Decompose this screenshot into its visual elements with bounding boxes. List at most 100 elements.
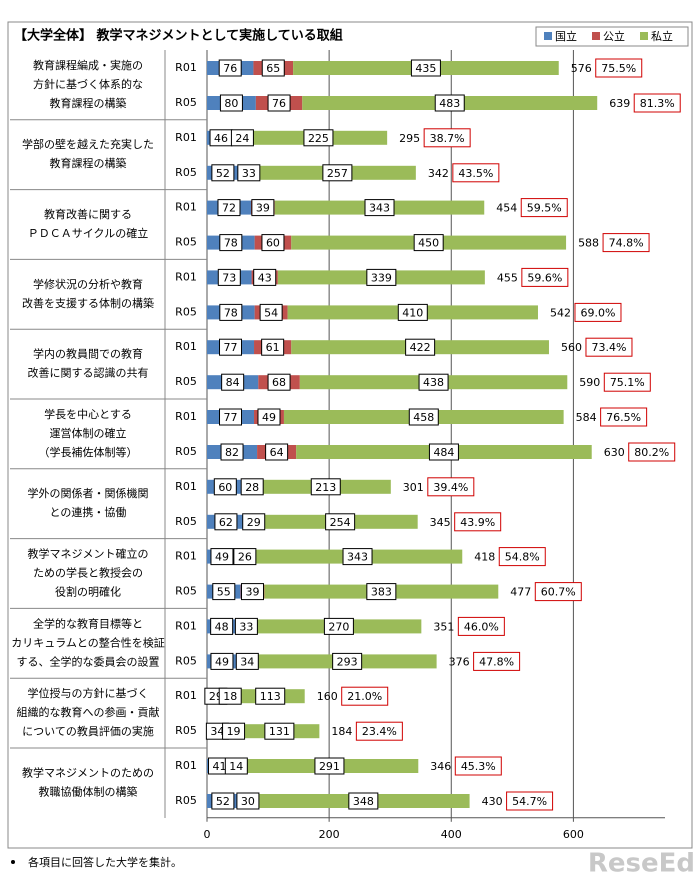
share-label-box bbox=[595, 58, 643, 78]
total-label: 477 bbox=[510, 586, 531, 599]
group-label: 改善に関する認識の共有 bbox=[28, 366, 149, 380]
total-label: 584 bbox=[576, 411, 597, 424]
value-label-box bbox=[261, 59, 285, 77]
value-label-box bbox=[242, 513, 266, 531]
total-label: 295 bbox=[399, 132, 420, 145]
y-tick-label: R01 bbox=[175, 619, 197, 632]
value-label-box bbox=[264, 722, 295, 740]
share-label: 59.6% bbox=[527, 271, 562, 284]
value-label: 270 bbox=[328, 620, 349, 633]
value-label-box bbox=[418, 373, 449, 391]
value-label-box bbox=[219, 303, 243, 321]
value-label-box bbox=[348, 792, 379, 810]
share-label-box bbox=[457, 616, 505, 636]
value-label-box bbox=[257, 408, 281, 426]
value-label: 450 bbox=[418, 237, 439, 250]
value-label: 410 bbox=[402, 306, 423, 319]
value-label: 78 bbox=[224, 306, 238, 319]
share-label-box bbox=[423, 128, 471, 148]
share-label: 75.5% bbox=[601, 62, 636, 75]
value-label-box bbox=[397, 303, 428, 321]
value-label: 77 bbox=[224, 341, 238, 354]
value-label: 435 bbox=[415, 62, 436, 75]
share-label-box bbox=[602, 233, 650, 253]
value-label-box bbox=[267, 373, 291, 391]
value-label-box bbox=[408, 408, 439, 426]
value-label-box bbox=[210, 652, 234, 670]
group-label: ＰＤＣＡサイクルの確立 bbox=[28, 226, 148, 240]
share-label: 60.7% bbox=[541, 586, 576, 599]
share-label: 23.4% bbox=[362, 725, 397, 738]
value-label-box bbox=[219, 234, 243, 252]
footnote: 各項目に回答した大学を集計。 bbox=[28, 855, 182, 869]
share-label: 74.8% bbox=[609, 237, 644, 250]
value-label: 18 bbox=[223, 690, 237, 703]
value-label: 383 bbox=[371, 586, 392, 599]
value-label-box bbox=[259, 303, 283, 321]
group-label: 組織的な教育への参画・貢献 bbox=[17, 705, 160, 719]
y-tick-label: R01 bbox=[175, 550, 197, 563]
value-label-box bbox=[240, 583, 264, 601]
value-label: 484 bbox=[433, 446, 454, 459]
value-label-box bbox=[240, 478, 264, 496]
value-label-box bbox=[366, 268, 397, 286]
watermark: ReseEd bbox=[588, 849, 695, 879]
value-label: 73 bbox=[222, 271, 236, 284]
y-tick-label: R05 bbox=[175, 515, 197, 528]
value-label-box bbox=[219, 408, 243, 426]
value-label: 60 bbox=[266, 237, 280, 250]
value-label: 348 bbox=[353, 795, 374, 808]
value-label-box bbox=[364, 199, 395, 217]
value-label: 52 bbox=[216, 167, 230, 180]
share-label-box bbox=[506, 791, 554, 811]
value-label: 72 bbox=[222, 202, 236, 215]
value-label-box bbox=[214, 513, 238, 531]
group-label: との連携・協働 bbox=[50, 505, 127, 519]
share-label: 73.4% bbox=[591, 341, 626, 354]
value-label: 339 bbox=[371, 271, 392, 284]
value-label: 113 bbox=[260, 690, 281, 703]
y-tick-label: R05 bbox=[175, 585, 197, 598]
value-label-box bbox=[211, 792, 235, 810]
share-label: 43.5% bbox=[458, 167, 493, 180]
group-label: についての教員評価の実施 bbox=[22, 724, 154, 738]
group-label: 運営体制の確立 bbox=[50, 426, 127, 440]
total-label: 560 bbox=[561, 341, 582, 354]
legend-swatch bbox=[592, 32, 600, 40]
legend-swatch bbox=[640, 32, 648, 40]
value-label: 49 bbox=[262, 411, 276, 424]
share-label-box bbox=[585, 337, 633, 357]
value-label: 55 bbox=[217, 586, 231, 599]
value-label: 64 bbox=[270, 446, 284, 459]
value-label: 33 bbox=[239, 620, 253, 633]
value-label-box bbox=[234, 617, 258, 635]
share-label-box bbox=[600, 407, 648, 427]
value-label: 254 bbox=[330, 516, 351, 529]
group-label: 役割の明確化 bbox=[55, 585, 121, 599]
legend-swatch bbox=[544, 32, 552, 40]
value-label: 131 bbox=[269, 725, 290, 738]
value-label-box bbox=[233, 548, 257, 566]
value-label: 82 bbox=[225, 446, 239, 459]
value-label: 34 bbox=[240, 655, 254, 668]
value-label-box bbox=[222, 722, 246, 740]
value-label: 54 bbox=[264, 306, 278, 319]
value-label-box bbox=[219, 94, 243, 112]
total-label: 588 bbox=[578, 237, 599, 250]
value-label: 24 bbox=[235, 132, 249, 145]
group-label: （学長補佐体制等） bbox=[39, 445, 138, 459]
y-tick-label: R01 bbox=[175, 410, 197, 423]
value-label: 65 bbox=[266, 62, 280, 75]
value-label: 49 bbox=[215, 551, 229, 564]
value-label-box bbox=[265, 443, 289, 461]
group-label: 教育課程編成・実施の bbox=[33, 58, 143, 72]
value-label-box bbox=[212, 583, 236, 601]
value-label-box bbox=[251, 199, 275, 217]
total-label: 418 bbox=[474, 551, 495, 564]
share-label: 39.4% bbox=[433, 481, 468, 494]
value-label-box bbox=[261, 234, 285, 252]
share-label-box bbox=[534, 582, 582, 602]
share-label-box bbox=[355, 721, 403, 741]
value-label: 293 bbox=[337, 655, 358, 668]
y-tick-label: R05 bbox=[175, 375, 197, 388]
